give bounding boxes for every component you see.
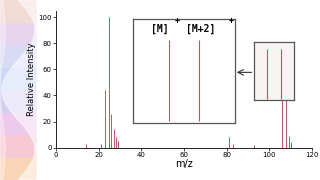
- Y-axis label: Relative Intensity: Relative Intensity: [27, 42, 36, 116]
- Bar: [0, 112, 37, 135]
- Bar: [0, 90, 37, 112]
- Bar: [0, 0, 37, 22]
- Bar: [0, 45, 37, 68]
- Bar: [0, 68, 37, 90]
- Bar: [0, 135, 37, 158]
- Bar: [0, 158, 37, 180]
- Bar: [0, 22, 37, 45]
- X-axis label: m/z: m/z: [175, 159, 193, 169]
